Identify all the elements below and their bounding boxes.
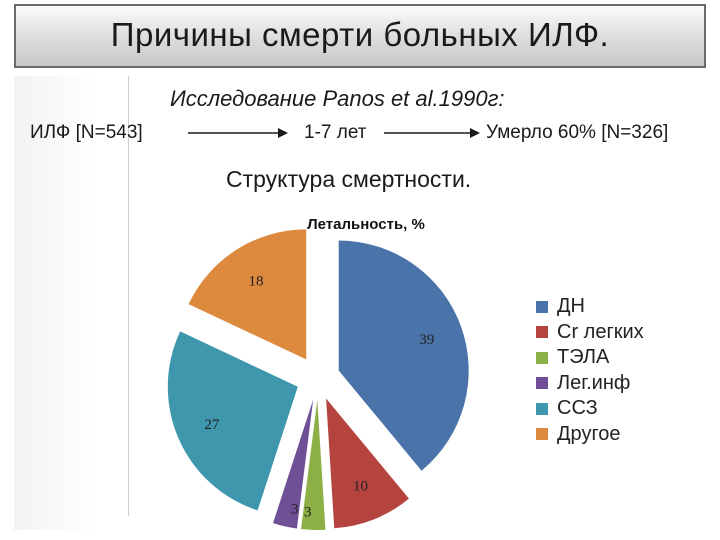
study-caption: Исследование Panos et al.1990г:	[170, 86, 505, 111]
legend-label: Cr легких	[557, 320, 644, 343]
legend-swatch	[536, 326, 548, 339]
legend-swatch	[536, 351, 548, 364]
pie-slice-2	[326, 398, 409, 529]
panel-divider	[128, 76, 129, 516]
legend-swatch	[536, 300, 548, 313]
pie-data-label-6: 18	[249, 273, 264, 289]
legend-label: Лег.инф	[557, 371, 631, 394]
flow-end-label: Умерло 60% [N=326]	[486, 122, 669, 143]
pie-data-label-4: 3	[291, 502, 299, 518]
pie-slice-6	[188, 229, 307, 360]
legend-label: Другое	[557, 422, 621, 445]
flow-duration-label: 1-7 лет	[304, 122, 367, 143]
legend-swatch	[536, 428, 548, 441]
legend-label: ДН	[557, 295, 585, 318]
legend-label: ССЗ	[557, 397, 598, 420]
pie-slice-4	[273, 399, 314, 529]
flow-arrowhead-2	[470, 128, 480, 138]
pie-slice-5	[167, 331, 298, 511]
chart-legend: ДН Cr легких ТЭЛА Лег.инф ССЗ Другое	[536, 294, 644, 447]
legend-item: ССЗ	[536, 396, 644, 422]
flow-start-label: ИЛФ [N=543]	[30, 122, 143, 143]
pie-data-label-2: 10	[353, 478, 368, 494]
legend-item: ДН	[536, 294, 644, 320]
legend-item: Другое	[536, 422, 644, 448]
chart-title: Летальность, %	[307, 216, 425, 233]
legend-item: Лег.инф	[536, 371, 644, 397]
pie-slice-1	[338, 240, 469, 471]
pie-data-label-5: 27	[204, 417, 220, 433]
pie-slice-3	[301, 399, 326, 530]
pie-data-label-1: 39	[419, 332, 434, 348]
legend-swatch	[536, 377, 548, 390]
legend-item: ТЭЛА	[536, 345, 644, 371]
flow-arrowhead-1	[278, 128, 288, 138]
legend-swatch	[536, 402, 548, 415]
slide-title: Причины смерти больных ИЛФ.	[110, 16, 610, 53]
pie-data-label-3: 3	[304, 505, 312, 521]
legend-item: Cr легких	[536, 320, 644, 346]
structure-heading: Структура смертности.	[226, 166, 472, 192]
legend-label: ТЭЛА	[557, 346, 610, 369]
title-bar: Причины смерти больных ИЛФ.	[14, 4, 706, 68]
